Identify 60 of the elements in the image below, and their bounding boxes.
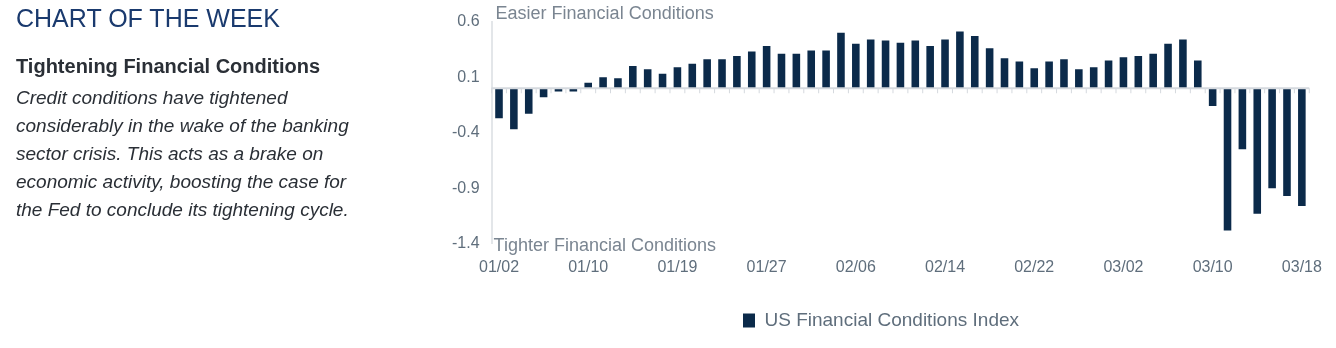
bar: [1223, 88, 1232, 231]
x-tick-label: 02/22: [1014, 257, 1055, 275]
annotation: Easier Financial Conditions: [495, 2, 714, 23]
bar: [1075, 69, 1083, 89]
text: Tightening Financial Conditions: [16, 55, 322, 78]
bar: [688, 63, 697, 89]
bar: [881, 40, 890, 89]
bar: [866, 39, 875, 89]
bar: [733, 56, 741, 89]
y-tick-label: -0.9: [451, 178, 480, 196]
x-tick-label: 03/02: [1103, 257, 1144, 275]
y-tick-label: 0.6: [457, 12, 480, 30]
legend-label: US Financial Conditions Index: [764, 308, 1020, 330]
bar: [1253, 88, 1262, 214]
bar: [599, 77, 607, 89]
bar: [985, 48, 994, 89]
bar: [1179, 39, 1187, 89]
x-tick-label: 03/10: [1192, 257, 1233, 275]
y-tick-label: -1.4: [451, 234, 480, 252]
bar: [614, 78, 622, 89]
bar: [510, 88, 518, 130]
bar: [911, 40, 920, 89]
text: CHART OF THE WEEK: [16, 4, 281, 33]
bar: [703, 59, 711, 89]
bar: [718, 59, 726, 89]
bar: [1193, 60, 1202, 89]
bar: [970, 36, 979, 89]
x-tick-label: 01/10: [568, 257, 609, 275]
bar: [1238, 88, 1247, 150]
text: Credit conditions have tightened considerably in the wake of the banking sector crisis. This acts as a brake on economic activity, boosting the case for the Fed to conclude its tightening cycle.: [16, 86, 350, 222]
y-tick-label: -0.4: [451, 123, 480, 141]
bar: [1060, 59, 1068, 89]
bar: [1298, 88, 1306, 207]
bar: [837, 32, 845, 89]
bar: [1268, 88, 1276, 189]
bar: [629, 66, 637, 89]
bar: [852, 43, 860, 89]
bar: [941, 39, 949, 89]
x-tick-label: 03/18: [1281, 257, 1322, 275]
bar: [1045, 61, 1053, 89]
x-tick-label: 01/27: [746, 257, 787, 275]
bar: [1104, 60, 1113, 89]
y-tick-label: 0.1: [457, 67, 480, 85]
bar: [495, 88, 503, 119]
bar: [1283, 88, 1291, 197]
x-tick-label: 01/02: [478, 257, 520, 275]
x-tick-label: 02/14: [925, 257, 966, 275]
bar: [807, 50, 816, 89]
x-tick-label: 02/06: [835, 257, 876, 275]
annotation: Tighter Financial Conditions: [493, 234, 717, 255]
bar: [1149, 53, 1157, 89]
x-tick-label: 01/19: [657, 257, 698, 275]
bar: [762, 46, 771, 89]
bar: [926, 46, 934, 89]
bar: [524, 88, 533, 114]
bar: [1030, 68, 1039, 89]
bar: [1164, 43, 1172, 89]
bar: [956, 31, 964, 89]
bar: [747, 51, 756, 89]
bar: [822, 50, 830, 89]
